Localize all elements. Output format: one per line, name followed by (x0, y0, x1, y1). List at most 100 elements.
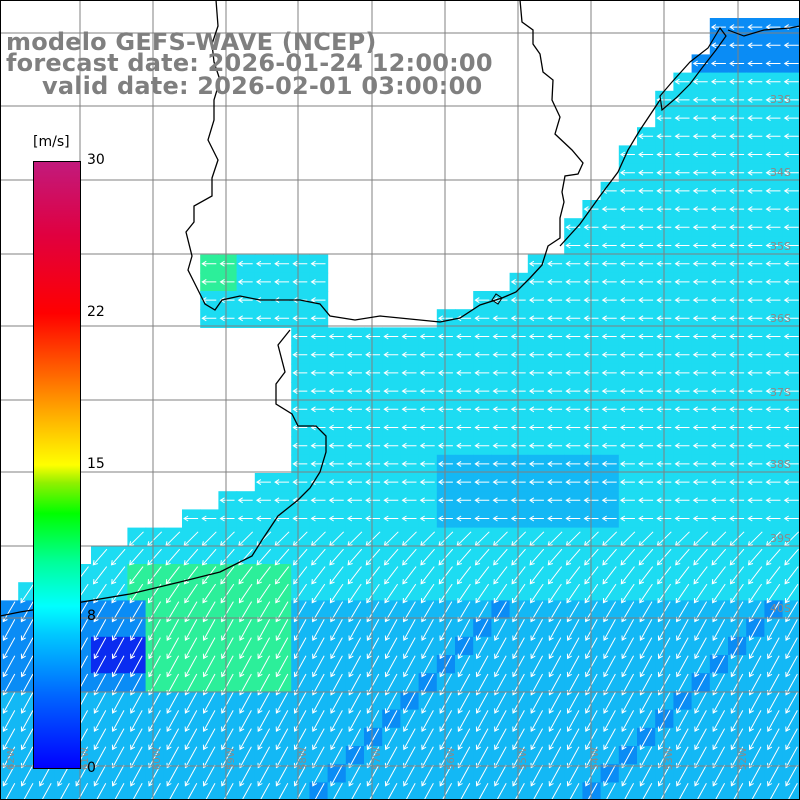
wind-arrow (785, 710, 798, 733)
wind-arrow (547, 369, 563, 376)
wind-speed-cell (618, 709, 638, 729)
wind-arrow (274, 497, 290, 504)
wind-speed-cell (764, 709, 784, 729)
wind-speed-cell (236, 709, 256, 729)
wind-arrow (619, 278, 635, 285)
wind-speed-cell (473, 673, 492, 692)
wind-speed-cell (764, 655, 784, 674)
wind-arrow (439, 655, 453, 678)
wind-speed-cell (200, 727, 219, 747)
wind-speed-cell (127, 636, 147, 656)
wind-speed-cell (455, 618, 474, 638)
wind-speed-cell (728, 727, 747, 747)
wind-arrow (676, 691, 689, 714)
wind-arrow (274, 278, 290, 285)
wind-speed-cell (382, 727, 401, 747)
wind-arrow (20, 637, 34, 660)
wind-arrow (184, 710, 198, 733)
wind-speed-cell (236, 673, 256, 692)
wind-speed-cell (145, 655, 165, 674)
wind-speed-cell (637, 655, 656, 674)
wind-arrow (183, 515, 199, 522)
wind-speed-cell (254, 655, 274, 674)
wind-arrow (566, 764, 580, 787)
wind-arrow (492, 515, 508, 522)
coastline (185, 0, 584, 323)
wind-speed-cell (327, 655, 347, 674)
wind-arrow (530, 728, 544, 751)
wind-arrow (419, 479, 435, 486)
wind-arrow (692, 78, 708, 85)
wind-speed-cell (618, 746, 638, 765)
wind-speed-cell (782, 691, 800, 711)
wind-arrow (603, 637, 616, 660)
wind-speed-cell (364, 764, 383, 783)
wind-speed-cell (618, 655, 638, 674)
wind-speed-cell (491, 618, 511, 638)
wind-speed-cell (200, 691, 219, 711)
wind-arrow (729, 278, 745, 285)
wind-arrow (603, 691, 616, 714)
wind-arrow (712, 583, 726, 604)
wind-speed-cell (291, 527, 310, 547)
wind-arrow (366, 710, 380, 733)
wind-arrow (528, 406, 544, 413)
wind-speed-cell (491, 764, 511, 783)
wind-arrow (674, 96, 690, 103)
wind-arrow (674, 406, 690, 413)
wind-arrow (674, 224, 690, 231)
wind-arrow (166, 637, 180, 660)
wind-speed-cell (782, 746, 800, 765)
wind-arrow (238, 566, 253, 585)
wind-arrow (457, 637, 471, 660)
wind-arrow (783, 115, 799, 122)
wind-arrow (710, 60, 726, 67)
wind-arrow (710, 96, 726, 103)
wind-speed-cell (418, 727, 438, 747)
wind-arrow (220, 583, 235, 604)
wind-arrow (676, 764, 689, 787)
wind-speed-cell (254, 709, 274, 729)
wind-arrow (419, 388, 435, 395)
wind-arrow (237, 278, 253, 285)
wind-arrow (420, 548, 435, 566)
wind-arrow (474, 406, 490, 413)
wind-speed-cell (236, 691, 256, 711)
wind-speed-cell (728, 746, 747, 765)
wind-arrow (619, 424, 635, 431)
wind-speed-cell (382, 636, 401, 656)
wind-arrow (692, 297, 708, 304)
wind-arrow (111, 710, 125, 733)
wind-arrow (530, 619, 544, 642)
wind-arrow (456, 442, 472, 449)
wind-speed-cell (182, 527, 201, 547)
wind-arrow (402, 548, 417, 566)
colorbar-tick-0: 0 (87, 760, 96, 776)
wind-arrow (310, 333, 326, 340)
wind-arrow (274, 315, 290, 322)
wind-arrow (674, 369, 690, 376)
wind-speed-cell (18, 782, 37, 800)
wind-arrow (601, 260, 617, 267)
wind-arrow (403, 710, 416, 733)
wind-speed-cell (691, 636, 711, 656)
wind-arrow (565, 242, 581, 249)
wind-arrow (765, 388, 781, 395)
wind-arrow (457, 583, 471, 604)
wind-arrow (510, 515, 526, 522)
wind-arrow (784, 548, 799, 566)
wind-arrow (202, 728, 216, 751)
wind-arrow (512, 710, 525, 733)
wind-arrow (328, 406, 344, 413)
wind-arrow (765, 497, 781, 504)
wind-speed-cell (655, 782, 674, 800)
wind-speed-cell (728, 545, 747, 565)
wind-arrow (255, 278, 271, 285)
wind-speed-cell (473, 746, 492, 765)
wind-arrow (403, 655, 416, 678)
wind-speed-cell (218, 545, 238, 565)
wind-speed-cell (236, 545, 256, 565)
wind-arrow (692, 497, 708, 504)
wind-arrow (221, 728, 234, 751)
